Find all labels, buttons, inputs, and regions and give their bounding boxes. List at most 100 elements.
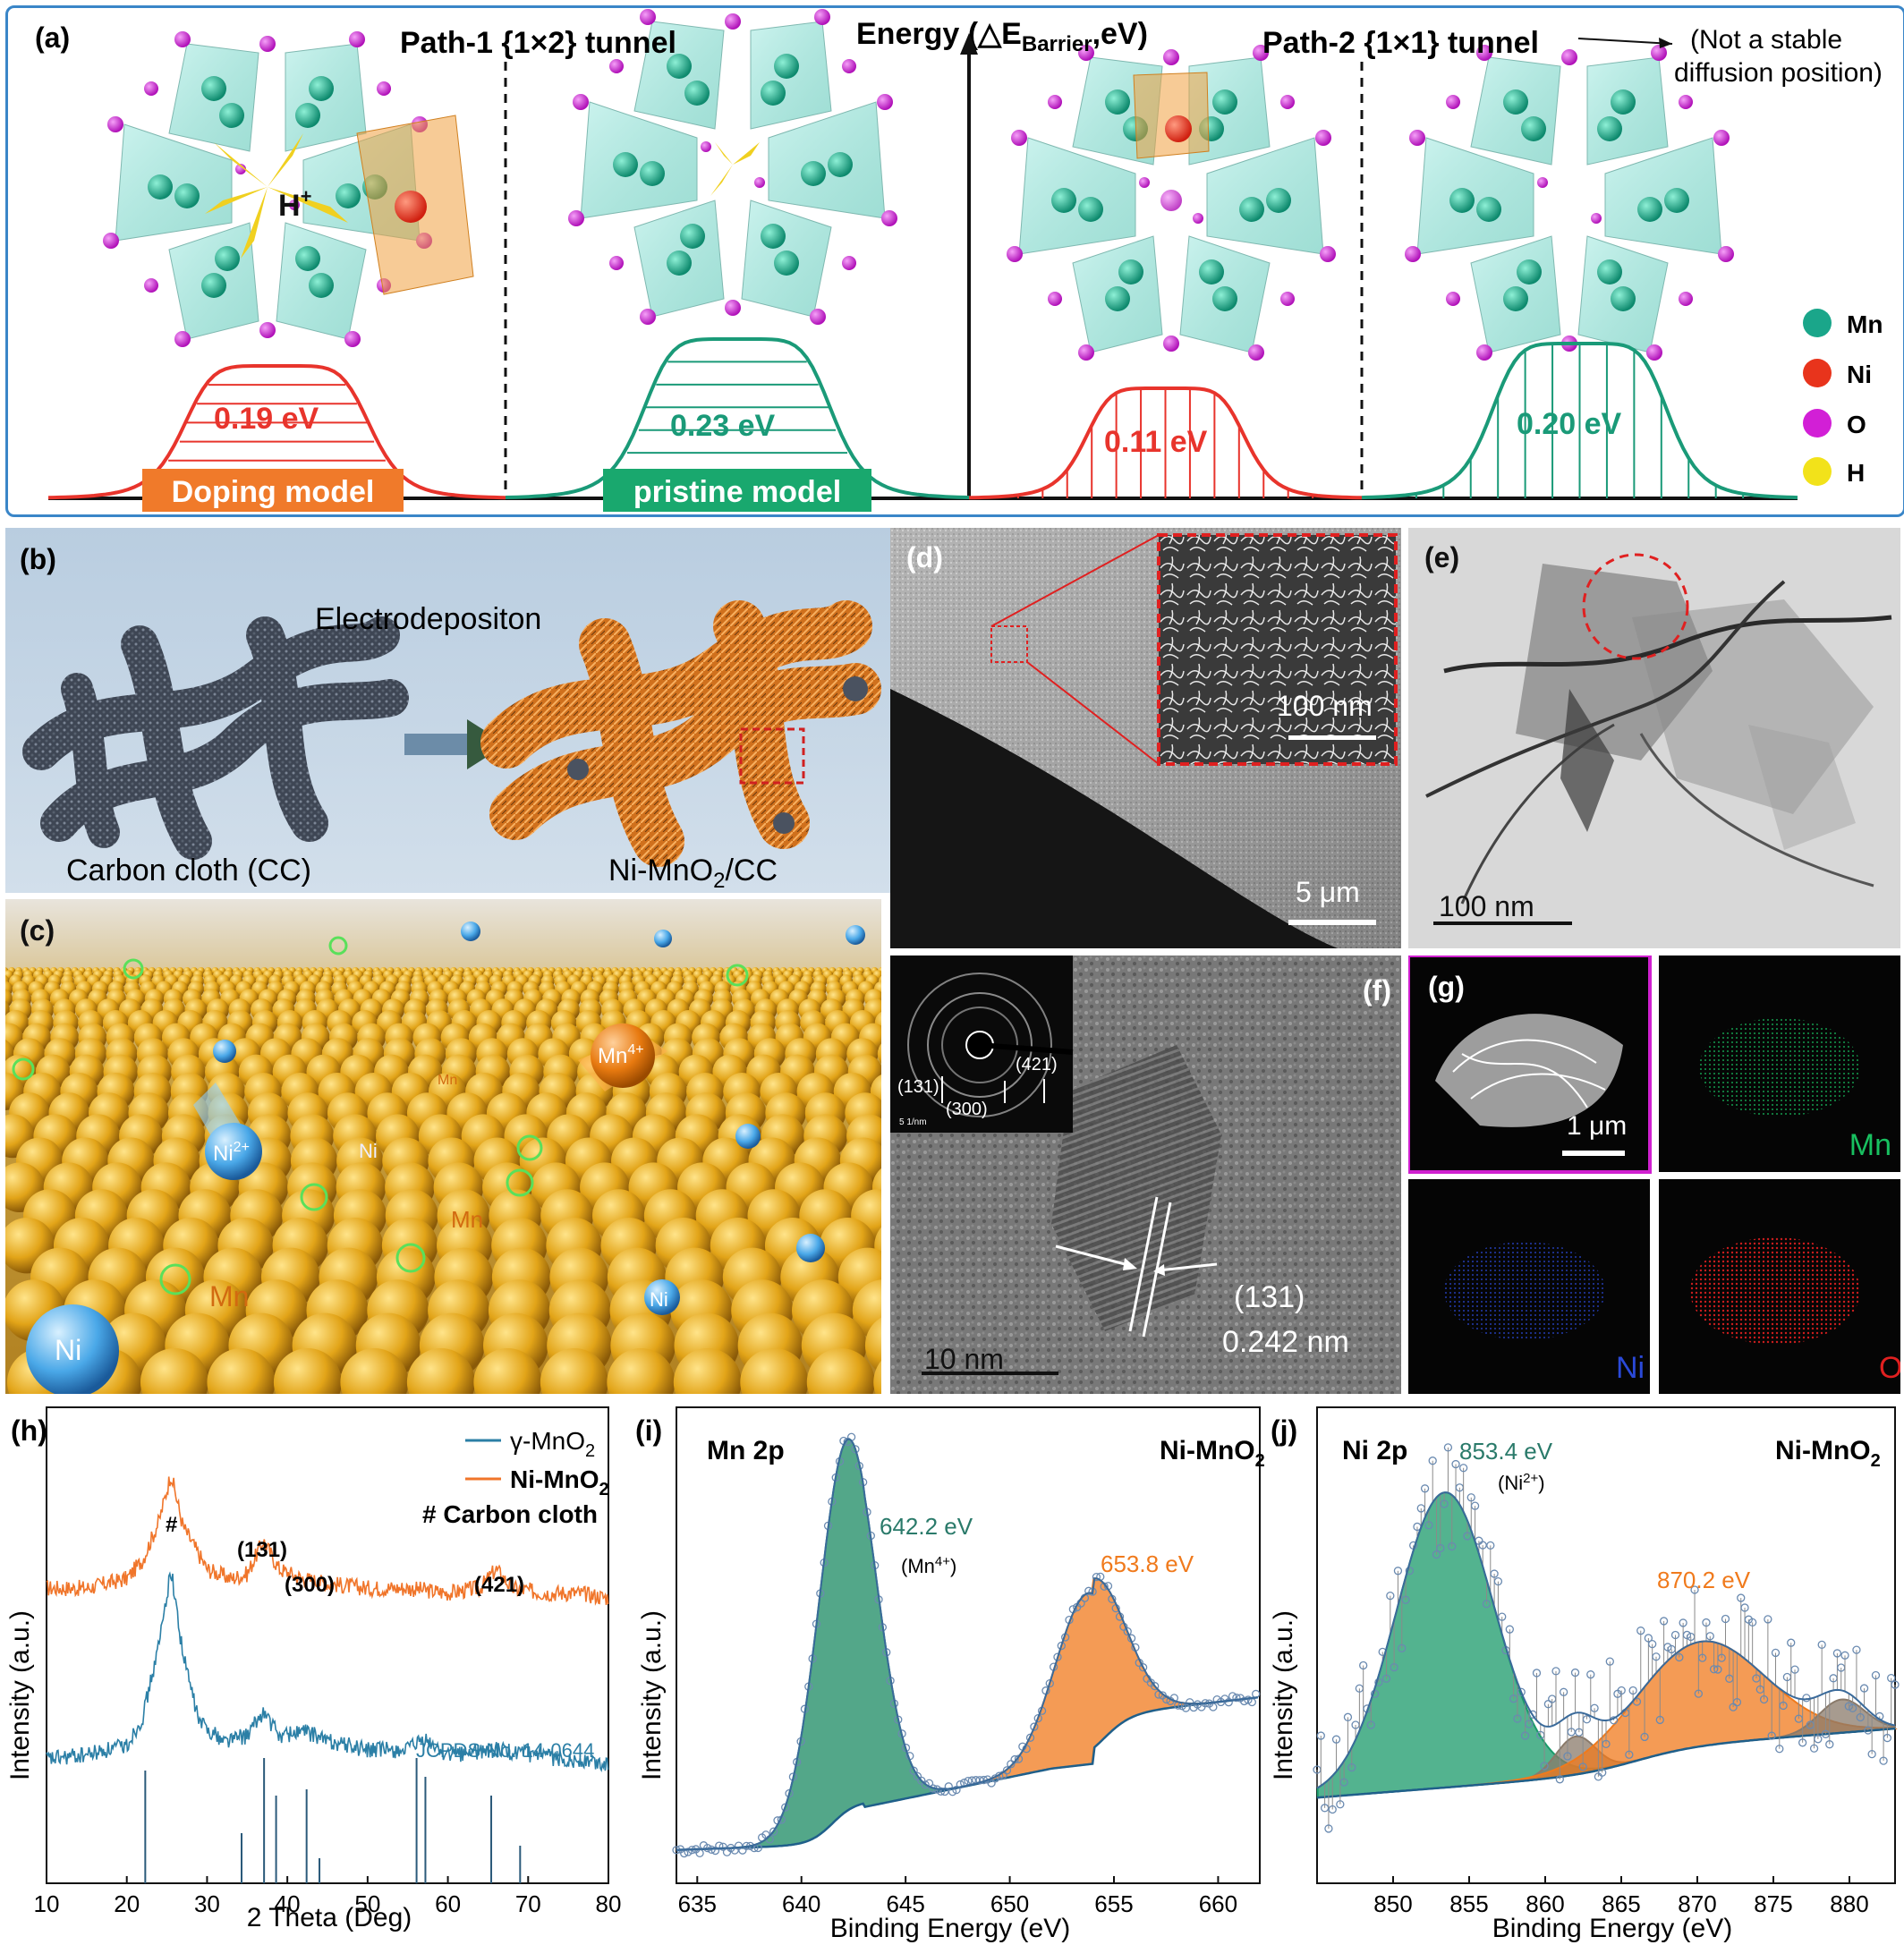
data-point	[1331, 1735, 1341, 1744]
panel-e: 100 nm (e)	[1408, 528, 1900, 948]
saed-131: (131)	[897, 1077, 939, 1097]
scale-label: 10 nm	[924, 1343, 1004, 1375]
ni-atom-icon	[395, 191, 427, 223]
ni-atom-icon	[26, 1304, 119, 1394]
svg-text:Ni: Ni	[1847, 361, 1872, 388]
x-tick-label: 860	[1526, 1890, 1564, 1917]
data-point	[1798, 1738, 1807, 1747]
path2-note-1: (Not a stable	[1690, 25, 1842, 55]
x-tick-label: 650	[990, 1890, 1029, 1917]
series-gamma-mno2	[46, 1571, 609, 1773]
data-point	[1698, 1653, 1707, 1662]
panel-b-svg: (b) Electrodepositon Carbon cloth (CC) N…	[20, 543, 881, 893]
lattice-atom	[673, 1348, 742, 1394]
data-point	[1737, 1593, 1746, 1602]
panel-d-svg: 100 nm 5 μm (d)	[890, 528, 1401, 948]
data-point	[1555, 1775, 1564, 1784]
barrier-label-4: 0.20 eV	[1517, 407, 1622, 441]
data-point	[1670, 1630, 1680, 1640]
ni-atom-icon	[1165, 115, 1192, 142]
data-point	[1717, 1653, 1726, 1662]
data-point	[1636, 1626, 1645, 1635]
scale-label: 1 μm	[1567, 1111, 1627, 1141]
plane-label: (131)	[1234, 1280, 1305, 1314]
data-point	[1339, 1778, 1348, 1787]
data-point	[1498, 1612, 1507, 1621]
panel-d: 100 nm 5 μm (d)	[890, 528, 1401, 948]
svg-text:Ni: Ni	[359, 1140, 378, 1162]
element-legend: Mn Ni O H	[1803, 309, 1883, 487]
legend-ni-icon	[1803, 359, 1832, 387]
barrier-curve-3	[968, 386, 1363, 500]
data-point	[1520, 1731, 1530, 1740]
data-point	[1648, 1639, 1657, 1649]
panel-f-label: (f)	[1363, 974, 1391, 1006]
data-point	[1817, 1640, 1826, 1650]
lattice-atom	[540, 1348, 608, 1394]
scale-bar	[1433, 922, 1572, 925]
i-peak1-note: (Mn4+)	[901, 1554, 956, 1577]
data-point	[1451, 1459, 1460, 1469]
data-point	[1232, 1694, 1241, 1703]
data-point	[956, 1779, 965, 1789]
lattice-atom	[207, 1348, 276, 1394]
background-line	[1316, 1727, 1896, 1799]
data-point	[1532, 1669, 1542, 1677]
jcpds-label: JCPDS No. 14-0644	[416, 1739, 594, 1762]
data-point	[1790, 1665, 1799, 1674]
data-point	[1852, 1645, 1861, 1654]
data-point	[1424, 1521, 1433, 1530]
mn4-ion-label: Mn4+	[598, 1042, 644, 1068]
panel-f-svg: (131) (300) (421) 5 1/nm (131) 0.242 nm …	[890, 956, 1401, 1394]
path2-note-2: diffusion position)	[1674, 58, 1883, 88]
j-peak1-label: 853.4 eV	[1459, 1438, 1553, 1465]
h-xlabel: 2 Theta (Deg)	[247, 1903, 412, 1932]
panel-e-svg: 100 nm (e)	[1408, 528, 1900, 948]
scale-bar-inset	[1288, 735, 1376, 740]
data-point	[1181, 1703, 1191, 1712]
carbon-cloth-illustration	[22, 616, 409, 860]
x-tick-label: 10	[34, 1890, 60, 1917]
h-diffusion-arrows	[205, 133, 348, 259]
i-peak1-label: 642.2 eV	[880, 1513, 973, 1540]
data-point	[1659, 1617, 1669, 1626]
data-point	[1625, 1750, 1634, 1759]
legend-h-icon	[1803, 457, 1832, 486]
data-point	[1123, 1626, 1132, 1636]
doping-model-badge	[142, 469, 404, 512]
i-ylabel: Intensity (a.u.)	[637, 1610, 667, 1780]
data-point	[1209, 1703, 1218, 1711]
data-point	[1775, 1745, 1784, 1754]
x-tick-label: 640	[782, 1890, 820, 1917]
data-point	[684, 1847, 693, 1856]
data-point	[1336, 1800, 1345, 1809]
ni-atom-icon	[796, 1234, 825, 1262]
data-point	[1590, 1703, 1599, 1712]
data-point	[1840, 1651, 1849, 1660]
h-plus-label: H+	[278, 185, 311, 223]
data-point	[1871, 1670, 1881, 1680]
svg-text:Ni: Ni	[650, 1288, 668, 1311]
panel-g: 1 μm Mn Ni O (g)	[1408, 956, 1900, 1394]
data-point	[1092, 1572, 1101, 1582]
o-map-label: O	[1879, 1351, 1900, 1385]
data-point	[1463, 1532, 1472, 1541]
process-label: Electrodepositon	[315, 602, 541, 636]
data-point	[1459, 1464, 1468, 1473]
lattice-atom	[873, 1360, 881, 1394]
data-point	[851, 1445, 860, 1454]
panel-f: (131) (300) (421) 5 1/nm (131) 0.242 nm …	[890, 956, 1401, 1394]
legend-ni: Ni-MnO2	[510, 1465, 609, 1499]
lattice-atom	[140, 1348, 208, 1394]
j-xlabel: Binding Energy (eV)	[1492, 1914, 1732, 1943]
svg-text:Mn: Mn	[438, 1073, 457, 1088]
data-point	[1690, 1585, 1699, 1594]
data-point	[1825, 1740, 1834, 1749]
panel-h-chart: 10 20 30 40 50 60 70 80 (h) γ-MnO2 Ni-MnO2 # Ca…	[5, 1406, 621, 1932]
data-point	[1470, 1501, 1480, 1510]
data-point	[1814, 1735, 1823, 1744]
zoom-inset	[1157, 533, 1398, 766]
data-point	[1324, 1824, 1333, 1833]
data-point	[1540, 1762, 1549, 1771]
data-point	[1002, 1766, 1012, 1775]
